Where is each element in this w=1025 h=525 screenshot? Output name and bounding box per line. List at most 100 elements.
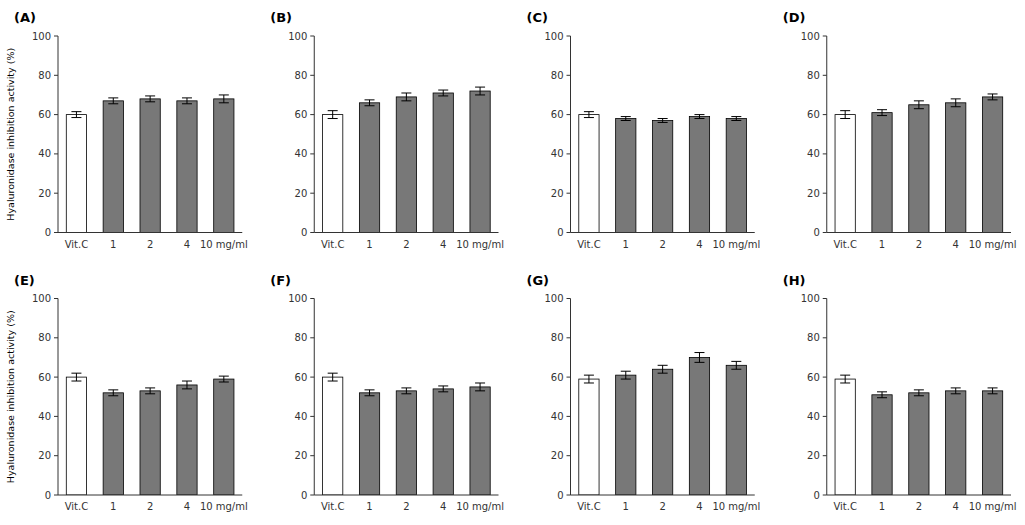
error-cap	[108, 395, 118, 396]
error-cap	[108, 103, 118, 104]
error-cap	[621, 120, 631, 121]
bar	[652, 369, 672, 495]
error-bar	[182, 381, 192, 389]
y-tick-label: 100	[32, 31, 51, 42]
error-stem	[332, 373, 333, 381]
error-cap	[877, 109, 887, 110]
y-tick	[823, 377, 827, 378]
error-cap	[584, 111, 594, 112]
error-bar	[365, 100, 375, 106]
error-bar	[182, 98, 192, 104]
panel: (A)020406080100Hyaluronidase inhibition …	[5, 10, 248, 250]
y-tick-label: 20	[551, 450, 564, 461]
x-tick-label: 1	[110, 239, 116, 250]
error-bar	[877, 392, 887, 398]
error-stem	[588, 375, 589, 383]
panel: (D)020406080100Vit.C12410 mg/ml	[783, 10, 1017, 250]
error-cap	[988, 393, 998, 394]
x-axis	[58, 232, 242, 233]
error-stem	[406, 93, 407, 101]
y-tick-label: 100	[32, 293, 51, 304]
error-cap	[475, 382, 485, 383]
error-cap	[694, 352, 704, 353]
y-tick-label: 0	[301, 490, 307, 501]
bar	[323, 377, 343, 495]
error-stem	[662, 365, 663, 373]
bar	[359, 393, 379, 495]
x-tick-label: 1	[366, 239, 372, 250]
y-tick-label: 0	[557, 227, 563, 238]
x-tick-label: 10 mg/ml	[456, 239, 504, 250]
y-tick	[310, 455, 314, 456]
y-tick-label: 40	[38, 148, 51, 159]
error-cap	[951, 106, 961, 107]
error-bar	[840, 111, 850, 119]
error-cap	[328, 373, 338, 374]
y-tick-label: 80	[38, 70, 51, 81]
y-tick-label: 80	[551, 332, 564, 343]
error-stem	[150, 96, 151, 102]
y-tick	[823, 114, 827, 115]
y-tick	[567, 455, 571, 456]
error-stem	[955, 99, 956, 107]
y-tick	[54, 36, 58, 37]
error-cap	[988, 99, 998, 100]
error-stem	[76, 373, 77, 381]
error-cap	[621, 116, 631, 117]
error-cap	[182, 97, 192, 98]
error-bar	[365, 390, 375, 396]
x-axis	[571, 232, 755, 233]
y-tick-label: 100	[288, 31, 307, 42]
y-tick-label: 0	[45, 227, 51, 238]
y-axis	[570, 36, 571, 233]
error-bar	[219, 376, 229, 382]
y-axis	[570, 299, 571, 496]
y-tick	[310, 337, 314, 338]
error-cap	[694, 114, 704, 115]
x-axis	[827, 232, 1011, 233]
error-stem	[625, 371, 626, 379]
error-bar	[475, 383, 485, 391]
error-stem	[223, 95, 224, 103]
error-cap	[145, 393, 155, 394]
error-bar	[328, 373, 338, 381]
error-cap	[145, 95, 155, 96]
y-tick	[567, 232, 571, 233]
y-tick-label: 60	[38, 372, 51, 383]
panel: (G)020406080100Vit.C12410 mg/ml	[527, 273, 761, 513]
bar	[177, 385, 197, 495]
y-tick-label: 100	[801, 293, 820, 304]
x-tick-label: Vit.C	[65, 501, 88, 512]
error-cap	[694, 118, 704, 119]
y-tick	[310, 377, 314, 378]
y-tick	[823, 416, 827, 417]
error-bar	[694, 115, 704, 119]
x-tick-label: 1	[623, 239, 629, 250]
error-cap	[182, 381, 192, 382]
error-cap	[621, 379, 631, 380]
error-bar	[951, 388, 961, 394]
error-cap	[731, 116, 741, 117]
y-tick	[310, 495, 314, 496]
bar	[103, 393, 123, 495]
y-tick	[310, 232, 314, 233]
x-tick-label: 10 mg/ml	[200, 239, 248, 250]
error-stem	[113, 390, 114, 396]
error-cap	[438, 385, 448, 386]
bar	[726, 119, 746, 233]
error-cap	[840, 375, 850, 376]
bar	[323, 115, 343, 233]
error-cap	[365, 105, 375, 106]
y-tick-label: 0	[301, 227, 307, 238]
x-tick-label: Vit.C	[321, 501, 344, 512]
x-tick-label: 1	[366, 501, 372, 512]
bar	[982, 391, 1002, 495]
y-axis	[826, 299, 827, 496]
bar	[909, 105, 929, 233]
error-stem	[332, 111, 333, 119]
x-tick-label: 2	[403, 501, 409, 512]
error-cap	[145, 387, 155, 388]
error-cap	[328, 381, 338, 382]
error-cap	[219, 376, 229, 377]
error-cap	[731, 369, 741, 370]
